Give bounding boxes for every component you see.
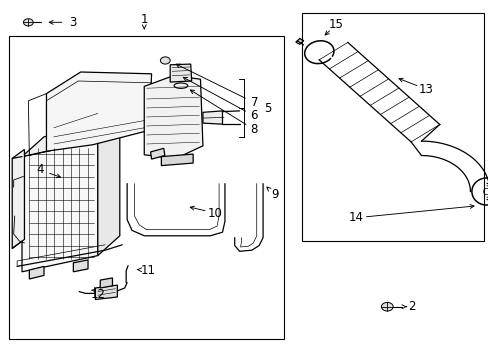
- Polygon shape: [12, 149, 24, 248]
- Text: 4: 4: [36, 163, 44, 176]
- Polygon shape: [161, 154, 193, 166]
- Text: 2: 2: [407, 300, 415, 313]
- Circle shape: [381, 302, 392, 311]
- Bar: [9, 36, 283, 339]
- Polygon shape: [295, 39, 303, 44]
- Text: 1: 1: [140, 13, 148, 26]
- Text: 13: 13: [418, 83, 433, 96]
- Text: 8: 8: [250, 123, 258, 136]
- Polygon shape: [95, 285, 117, 300]
- Text: 10: 10: [207, 207, 222, 220]
- Polygon shape: [203, 111, 222, 124]
- Text: 11: 11: [140, 264, 155, 276]
- Polygon shape: [22, 121, 120, 157]
- Text: 12: 12: [90, 288, 105, 301]
- Polygon shape: [29, 266, 44, 279]
- Polygon shape: [98, 121, 120, 256]
- Polygon shape: [73, 260, 88, 272]
- Polygon shape: [46, 72, 151, 151]
- Bar: [302, 13, 483, 241]
- Text: 3: 3: [68, 16, 76, 29]
- Text: 14: 14: [348, 211, 363, 224]
- Text: 7: 7: [250, 96, 258, 109]
- Polygon shape: [100, 278, 112, 288]
- Polygon shape: [144, 76, 203, 158]
- Polygon shape: [22, 140, 98, 272]
- Circle shape: [23, 19, 33, 26]
- Text: 9: 9: [270, 188, 278, 201]
- Text: 5: 5: [264, 102, 271, 114]
- Polygon shape: [170, 64, 191, 82]
- Circle shape: [160, 57, 170, 64]
- Text: 6: 6: [250, 109, 258, 122]
- Text: 15: 15: [328, 18, 343, 31]
- Polygon shape: [150, 148, 164, 159]
